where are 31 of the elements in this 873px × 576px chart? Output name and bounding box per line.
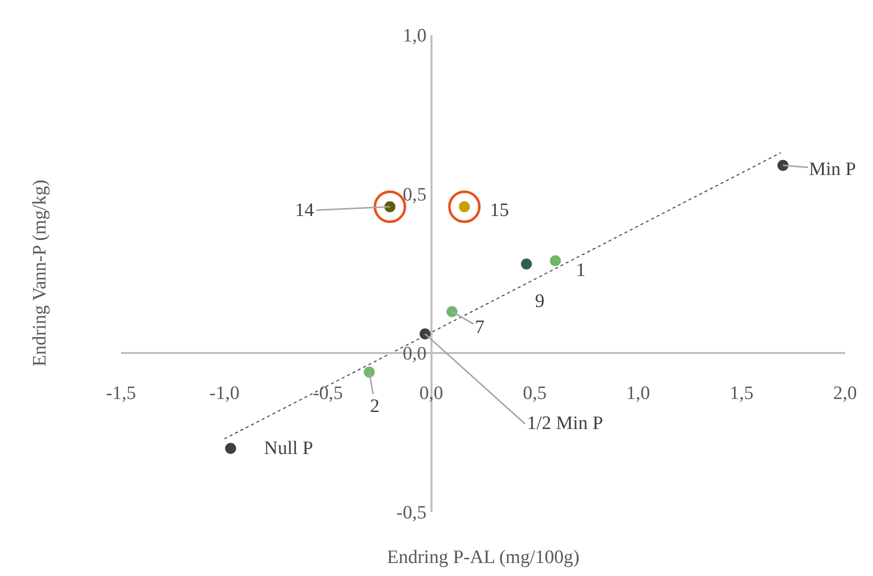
annotation: 2: [370, 396, 380, 417]
annotation: 9: [535, 291, 544, 312]
y-tick-label: -0,5: [396, 502, 426, 524]
x-tick-label: 0,0: [419, 382, 444, 404]
x-tick-label: -0,5: [312, 382, 343, 404]
y-tick-label: 1,0: [402, 26, 426, 47]
point: [777, 160, 788, 171]
point: [550, 255, 561, 266]
annotation: 7: [475, 317, 484, 338]
annotation: 1/2 Min P: [527, 413, 604, 434]
annotation: 15: [490, 200, 509, 221]
x-tick-label: -1,5: [106, 382, 136, 404]
point: [225, 442, 236, 454]
annotation: Min P: [809, 159, 856, 180]
x-tick-label: 0,5: [522, 382, 547, 404]
y-tick-label: 0,0: [402, 344, 426, 365]
y-axis-title: Endring Vann-P (mg/kg): [30, 180, 50, 366]
point: [446, 306, 458, 318]
annotation: 1: [576, 260, 586, 281]
y-tick-label: 0,5: [402, 184, 426, 206]
point: [364, 366, 375, 378]
x-tick-label: 1,0: [626, 382, 650, 404]
point: [420, 328, 431, 340]
x-tick-label: -1,0: [209, 382, 240, 404]
x-tick-label: 1,5: [730, 382, 754, 404]
point: [448, 190, 481, 223]
annotation: Null P: [264, 438, 314, 459]
x-axis-title: Endring P-AL (mg/100g): [387, 547, 580, 568]
x-tick-label: 2,0: [833, 382, 857, 404]
annotation: 14: [295, 200, 314, 221]
point: [520, 258, 532, 270]
